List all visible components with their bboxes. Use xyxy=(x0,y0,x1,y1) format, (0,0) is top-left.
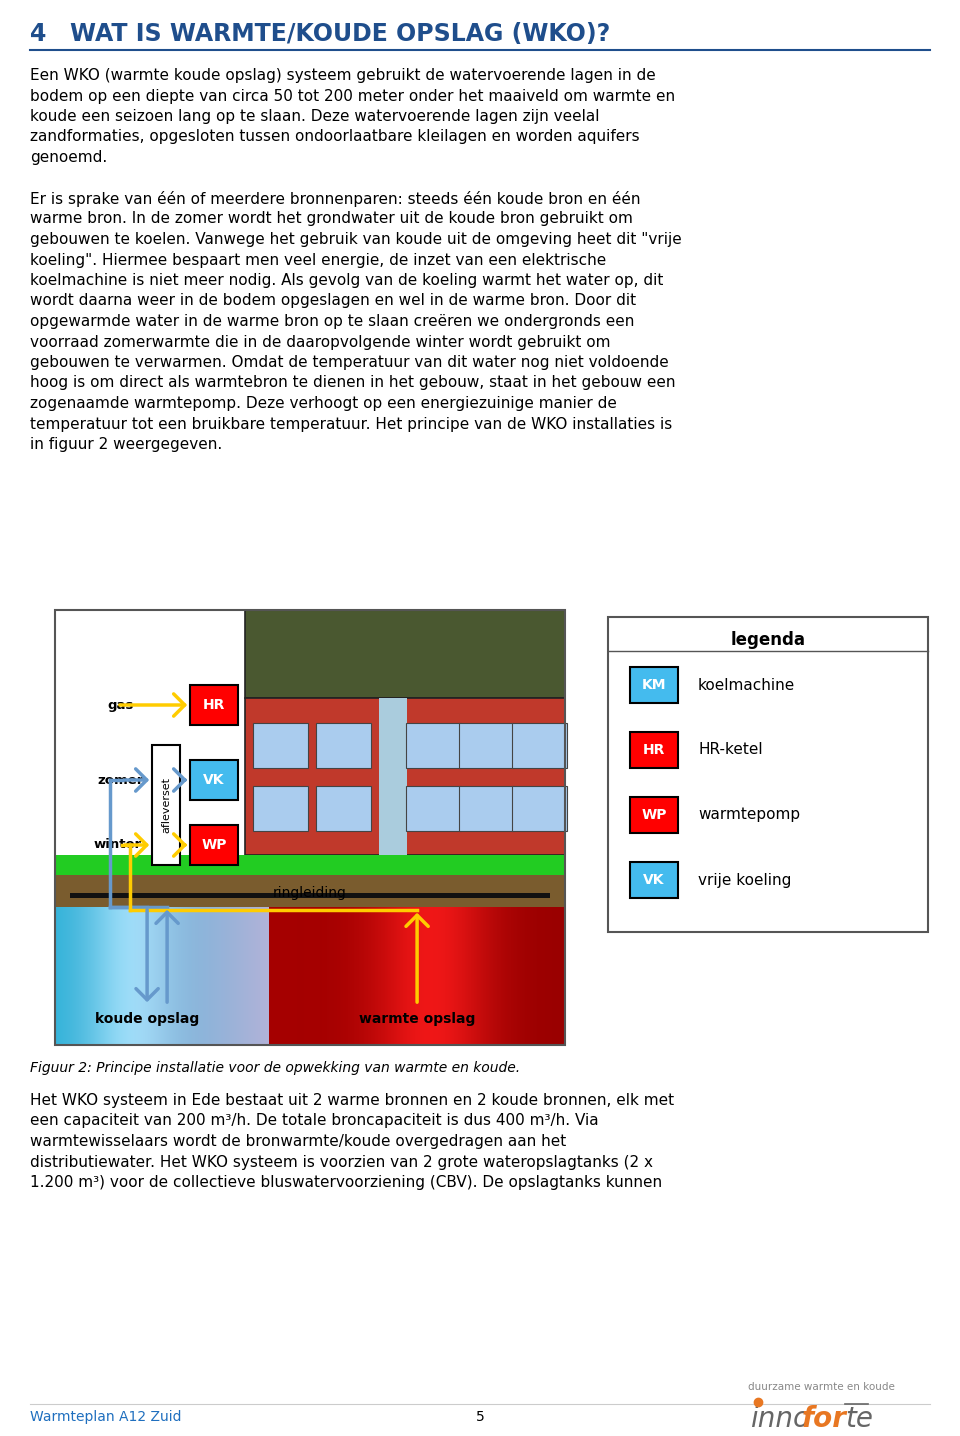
Text: winter: winter xyxy=(94,839,142,852)
Text: Figuur 2: Principe installatie voor de opwekking van warmte en koude.: Figuur 2: Principe installatie voor de o… xyxy=(30,1061,520,1076)
Text: for: for xyxy=(802,1404,847,1433)
Bar xyxy=(459,722,514,768)
Text: VK: VK xyxy=(204,773,225,787)
Text: HR: HR xyxy=(643,742,665,757)
Text: warme bron. In de zomer wordt het grondwater uit de koude bron gebruikt om: warme bron. In de zomer wordt het grondw… xyxy=(30,211,633,227)
Text: Warmteplan A12 Zuid: Warmteplan A12 Zuid xyxy=(30,1410,181,1425)
Text: WP: WP xyxy=(202,839,227,852)
Text: 1.200 m³) voor de collectieve bluswatervoorziening (CBV). De opslagtanks kunnen: 1.200 m³) voor de collectieve bluswaterv… xyxy=(30,1175,662,1190)
Bar xyxy=(55,610,565,1045)
Text: gas: gas xyxy=(107,698,133,711)
Text: hoog is om direct als warmtebron te dienen in het gebouw, staat in het gebouw ee: hoog is om direct als warmtebron te dien… xyxy=(30,375,676,391)
Text: KM: KM xyxy=(641,678,666,692)
Bar xyxy=(55,610,565,1045)
Text: genoemd.: genoemd. xyxy=(30,149,108,165)
Text: koude opslag: koude opslag xyxy=(95,1012,200,1025)
Text: WP: WP xyxy=(641,808,667,821)
Text: wordt daarna weer in de bodem opgeslagen en wel in de warme bron. Door dit: wordt daarna weer in de bodem opgeslagen… xyxy=(30,293,636,309)
Text: koeling". Hiermee bespaart men veel energie, de inzet van een elektrische: koeling". Hiermee bespaart men veel ener… xyxy=(30,253,607,267)
Text: koude een seizoen lang op te slaan. Deze watervoerende lagen zijn veelal: koude een seizoen lang op te slaan. Deze… xyxy=(30,109,599,123)
Text: inno: inno xyxy=(750,1404,810,1433)
Bar xyxy=(245,610,565,698)
Text: gebouwen te koelen. Vanwege het gebruik van koude uit de omgeving heet dit "vrij: gebouwen te koelen. Vanwege het gebruik … xyxy=(30,233,682,247)
Text: voorraad zomerwarmte die in de daaropvolgende winter wordt gebruikt om: voorraad zomerwarmte die in de daaropvol… xyxy=(30,335,611,349)
Text: bodem op een diepte van circa 50 tot 200 meter onder het maaiveld om warmte en: bodem op een diepte van circa 50 tot 200… xyxy=(30,89,675,103)
Bar xyxy=(190,685,238,725)
Text: opgewarmde water in de warme bron op te slaan creëren we ondergronds een: opgewarmde water in de warme bron op te … xyxy=(30,314,635,329)
Bar xyxy=(70,893,550,898)
Bar xyxy=(316,722,372,768)
Bar xyxy=(512,785,566,831)
Bar xyxy=(630,797,678,833)
Text: vrije koeling: vrije koeling xyxy=(698,873,791,887)
Text: koelmachine is niet meer nodig. Als gevolg van de koeling warmt het water op, di: koelmachine is niet meer nodig. Als gevo… xyxy=(30,273,663,289)
Text: ringleiding: ringleiding xyxy=(273,886,347,900)
Bar xyxy=(55,854,565,875)
Bar xyxy=(190,760,238,800)
Bar xyxy=(512,722,566,768)
Bar xyxy=(608,617,928,932)
Text: duurzame warmte en koude: duurzame warmte en koude xyxy=(748,1381,895,1391)
Bar xyxy=(190,826,238,864)
Text: zomer: zomer xyxy=(97,774,143,787)
Bar xyxy=(152,745,180,864)
Bar xyxy=(630,666,678,704)
Text: HR: HR xyxy=(203,698,226,712)
Text: warmte opslag: warmte opslag xyxy=(359,1012,475,1025)
Text: HR-ketel: HR-ketel xyxy=(698,742,762,758)
Text: Een WKO (warmte koude opslag) systeem gebruikt de watervoerende lagen in de: Een WKO (warmte koude opslag) systeem ge… xyxy=(30,67,656,83)
Text: warmtepomp: warmtepomp xyxy=(698,807,800,823)
Text: afleverset: afleverset xyxy=(161,777,171,833)
Bar xyxy=(630,862,678,898)
Text: distributiewater. Het WKO systeem is voorzien van 2 grote wateropslagtanks (2 x: distributiewater. Het WKO systeem is voo… xyxy=(30,1155,653,1169)
Bar xyxy=(253,722,308,768)
Text: in figuur 2 weergegeven.: in figuur 2 weergegeven. xyxy=(30,437,223,452)
Text: te: te xyxy=(845,1404,873,1433)
Text: Er is sprake van één of meerdere bronnenparen: steeds één koude bron en één: Er is sprake van één of meerdere bronnen… xyxy=(30,191,640,207)
Text: Het WKO systeem in Ede bestaat uit 2 warme bronnen en 2 koude bronnen, elk met: Het WKO systeem in Ede bestaat uit 2 war… xyxy=(30,1093,674,1109)
Bar xyxy=(316,785,372,831)
Bar xyxy=(630,732,678,768)
Bar xyxy=(459,785,514,831)
Text: VK: VK xyxy=(643,873,664,887)
Bar xyxy=(55,875,565,908)
Text: 5: 5 xyxy=(475,1410,485,1425)
Bar xyxy=(405,785,461,831)
Text: koelmachine: koelmachine xyxy=(698,678,795,692)
Bar xyxy=(405,722,461,768)
Text: temperatuur tot een bruikbare temperatuur. Het principe van de WKO installaties : temperatuur tot een bruikbare temperatuu… xyxy=(30,416,672,431)
Text: gebouwen te verwarmen. Omdat de temperatuur van dit water nog niet voldoende: gebouwen te verwarmen. Omdat de temperat… xyxy=(30,355,669,370)
Bar xyxy=(379,698,407,854)
Text: zogenaamde warmtepomp. Deze verhoogt op een energiezuinige manier de: zogenaamde warmtepomp. Deze verhoogt op … xyxy=(30,396,617,411)
Text: 4: 4 xyxy=(30,22,46,46)
Bar xyxy=(253,785,308,831)
Text: zandformaties, opgesloten tussen ondoorlaatbare kleilagen en worden aquifers: zandformaties, opgesloten tussen ondoorl… xyxy=(30,129,639,145)
Bar xyxy=(245,698,565,854)
Text: warmtewisselaars wordt de bronwarmte/koude overgedragen aan het: warmtewisselaars wordt de bronwarmte/kou… xyxy=(30,1134,566,1149)
Text: legenda: legenda xyxy=(731,630,805,649)
Text: WAT IS WARMTE/KOUDE OPSLAG (WKO)?: WAT IS WARMTE/KOUDE OPSLAG (WKO)? xyxy=(70,22,611,46)
Text: een capaciteit van 200 m³/h. De totale broncapaciteit is dus 400 m³/h. Via: een capaciteit van 200 m³/h. De totale b… xyxy=(30,1113,599,1129)
